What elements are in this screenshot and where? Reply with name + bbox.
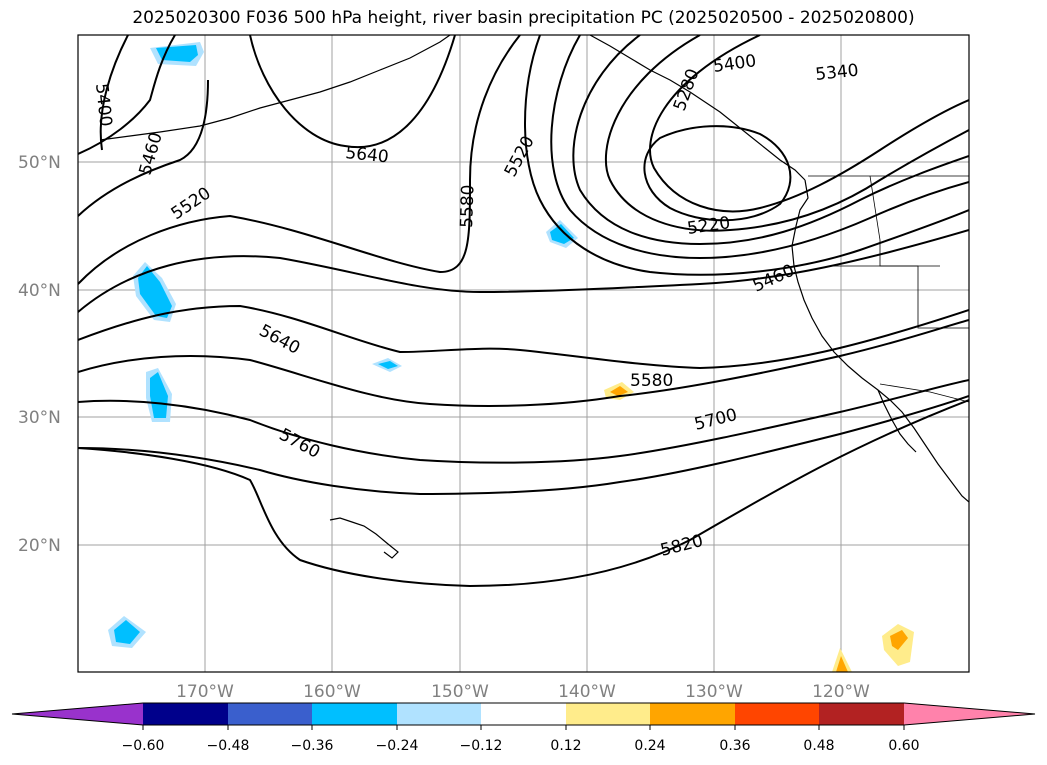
longitude-labels: 170°W 160°W 150°W 140°W 130°W 120°W [176,682,870,702]
colorbar-segment [481,703,566,725]
colorbar-segment [650,703,735,725]
colorbar-segment [819,703,904,725]
contour-low-mid1 [524,35,969,276]
map-frame [77,34,970,673]
contour-label: 5460 [750,261,798,297]
lon-label-150w: 150°W [431,682,489,702]
contour-5580-mid [78,319,969,407]
lat-label-50n: 50°N [18,153,61,173]
coastlines [99,35,969,559]
contour-5400-west [99,35,129,151]
lon-label-120w: 120°W [812,682,870,702]
colorbar-extend-high [904,703,1035,725]
lat-label-20n: 20°N [18,536,61,556]
colorbar-segment [228,703,312,725]
colorbar-tick-label: 0.60 [888,738,919,754]
contour-5580-north [78,35,521,285]
colorbar: −0.60 −0.48 −0.36 −0.24 −0.12 0.12 0.24 … [11,702,1036,754]
contour-label: 5460 [136,130,167,177]
contour-label: 5640 [344,143,389,167]
contour-label: 5340 [814,61,859,85]
colorbar-tick-label: −0.60 [122,738,165,754]
colorbar-segment [312,703,397,725]
contour-label: 5580 [457,184,478,228]
contour-5280 [649,35,969,213]
coast-baja [877,389,917,453]
colorbar-tick-label: −0.24 [376,738,419,754]
contour-label: 5280 [670,66,704,113]
colorbar-segment [143,703,228,725]
latitude-labels: 50°N 40°N 30°N 20°N [18,153,61,556]
colorbar-tick-label: 0.12 [550,738,581,754]
lon-label-130w: 130°W [685,682,743,702]
contour-5520-west [78,79,209,217]
contour-5760 [78,395,969,496]
contour-5640-mid [78,304,969,370]
contour-low-inner1 [572,35,969,246]
lat-label-30n: 30°N [18,408,61,428]
height-contours [78,35,969,588]
colorbar-tick-label: 0.48 [803,738,834,754]
contour-label: 5400 [91,82,115,127]
colorbar-segment [397,703,481,725]
coast-hawaii [329,517,399,559]
coast-west-us [791,179,969,503]
colorbar-tick-label: 0.36 [719,738,750,754]
coast-alaska-gulf [589,35,806,181]
coast-aleutians [99,35,451,141]
contour-5460-west [78,35,176,155]
lat-label-40n: 40°N [18,281,61,301]
precip-negative-areas [108,42,578,648]
contour-label: 5820 [658,531,705,561]
contour-label: 5580 [630,371,673,391]
contour-5700 [78,379,969,464]
colorbar-segment [735,703,819,725]
contour-label: 5520 [501,133,539,181]
colorbar-ticks [142,725,905,730]
colorbar-tick-label: −0.12 [460,738,503,754]
colorbar-extend-low [12,703,143,725]
contour-5820 [78,399,969,588]
contour-low-inner2 [604,35,969,232]
colorbar-segment [566,703,650,725]
contour-low-outer [78,229,969,313]
contour-label: 5400 [712,51,758,77]
contour-label: 5700 [692,405,739,435]
colorbar-tick-label: −0.36 [291,738,334,754]
precip-positive-areas [604,382,914,672]
lon-label-170w: 170°W [176,682,234,702]
contour-5220 [643,125,792,222]
lon-label-140w: 140°W [558,682,616,702]
contour-low-mid2 [550,35,969,260]
contour-label: 5640 [256,321,304,359]
contour-5640-north [249,35,456,149]
contour-label: 5760 [276,425,324,463]
map-title: 2025020300 F036 500 hPa height, river ba… [132,8,915,28]
colorbar-tick-label: −0.48 [207,738,250,754]
colorbar-tick-label: 0.24 [634,738,665,754]
lon-label-160w: 160°W [303,682,361,702]
